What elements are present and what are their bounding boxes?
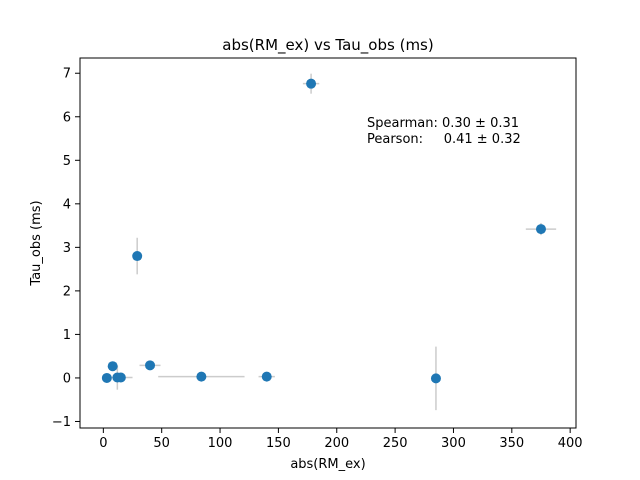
y-axis-label: Tau_obs (ms)	[29, 200, 44, 286]
y-tick-label: 2	[63, 284, 71, 299]
spearman-annotation: Spearman: 0.30 ± 0.31	[367, 116, 519, 131]
data-point	[145, 360, 156, 371]
data-point	[132, 251, 143, 262]
plot-area	[101, 73, 557, 411]
x-tick-label: 0	[99, 436, 107, 451]
data-point	[430, 373, 441, 384]
x-tick-label: 100	[208, 436, 233, 451]
data-point	[107, 361, 118, 372]
data-point	[261, 371, 272, 382]
x-tick-label: 50	[153, 436, 170, 451]
y-tick-label: −1	[52, 415, 71, 430]
x-tick-label: 150	[266, 436, 291, 451]
y-tick-label: 7	[63, 67, 71, 82]
data-point	[101, 372, 112, 383]
y-tick-label: 0	[63, 371, 71, 386]
x-tick-label: 250	[383, 436, 408, 451]
data-point	[196, 371, 207, 382]
data-point	[535, 224, 546, 235]
chart-title: abs(RM_ex) vs Tau_obs (ms)	[222, 36, 433, 55]
x-tick-label: 350	[499, 436, 524, 451]
x-axis: 0 50 100 150 200 250 300 350 400	[99, 428, 583, 451]
x-tick-label: 200	[324, 436, 349, 451]
y-tick-label: 6	[63, 110, 71, 125]
x-axis-label: abs(RM_ex)	[290, 457, 365, 472]
data-point	[306, 78, 317, 89]
y-axis: −1 0 1 2 3 4 5 6 7	[52, 67, 80, 430]
x-tick-label: 400	[558, 436, 583, 451]
y-tick-label: 5	[63, 154, 71, 169]
y-tick-label: 3	[63, 241, 71, 256]
pearson-annotation: Pearson: 0.41 ± 0.32	[367, 132, 521, 147]
y-tick-label: 1	[63, 328, 71, 343]
data-point	[115, 372, 126, 383]
plot-frame	[79, 57, 577, 429]
x-tick-label: 300	[441, 436, 466, 451]
y-tick-label: 4	[63, 197, 71, 212]
